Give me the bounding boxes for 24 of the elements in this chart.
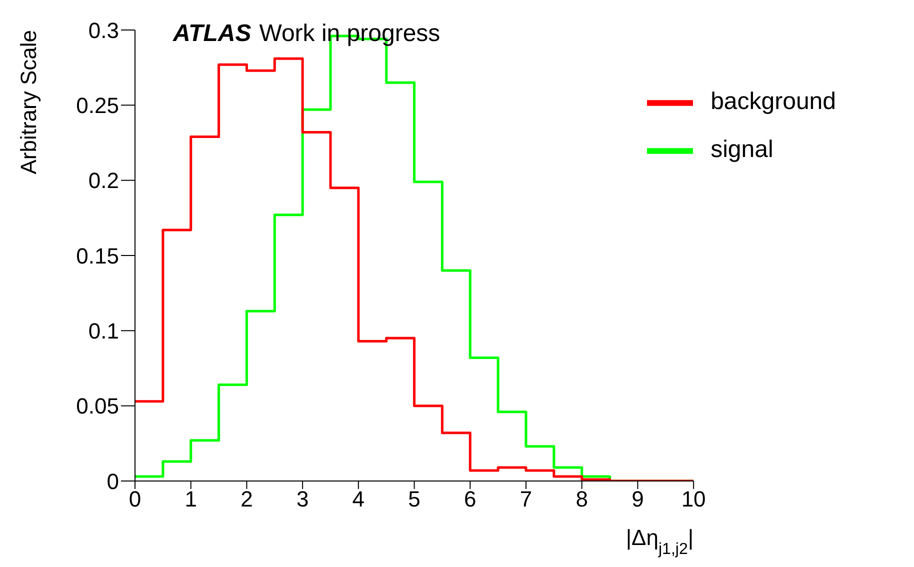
y-axis-title: Arbitrary Scale [16, 30, 41, 174]
x-tick-label: 7 [520, 486, 532, 512]
x-tick-label: 2 [240, 486, 253, 512]
legend-label: background [710, 88, 836, 115]
x-tick-label: 5 [408, 486, 420, 512]
x-tick-label: 8 [576, 486, 588, 512]
y-tick-label: 0.2 [88, 168, 119, 194]
y-tick-label: 0.25 [76, 92, 119, 118]
y-tick-label: 0.3 [88, 18, 119, 43]
annotation: ATLAS [173, 20, 252, 47]
x-tick-label: 9 [632, 486, 644, 512]
x-tick-label: 4 [352, 486, 365, 512]
x-tick-label: 6 [464, 486, 476, 512]
legend-label: signal [710, 136, 774, 163]
y-tick-label: 0.15 [76, 243, 119, 268]
y-tick-label: 0.1 [88, 318, 119, 344]
x-axis-title: |Δη$_{j1,j2}$| [626, 525, 694, 558]
y-tick-label: 0.05 [76, 394, 119, 419]
x-tick-label: 3 [296, 486, 309, 512]
annotation: Work in progress [259, 20, 440, 47]
x-tick-label: 0 [128, 486, 142, 512]
x-tick-label: 1 [184, 486, 197, 512]
x-tick-label: 10 [681, 486, 706, 512]
y-tick-label: 0 [106, 468, 119, 494]
